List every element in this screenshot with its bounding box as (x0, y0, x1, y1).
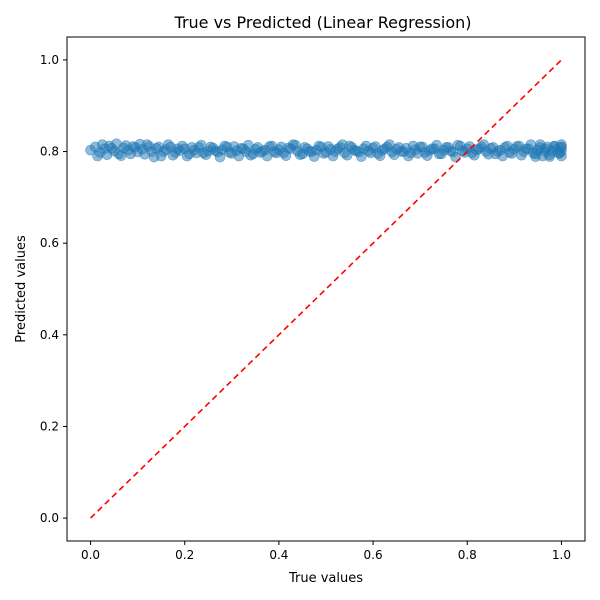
x-tick-label: 0.8 (458, 548, 477, 562)
scatter-point (431, 139, 442, 151)
scatter-point (200, 149, 212, 161)
y-tick-label: 0.4 (40, 328, 59, 342)
x-tick-label: 0.6 (364, 548, 383, 562)
scatter-point (497, 150, 508, 162)
y-tick-label: 0.8 (40, 145, 59, 159)
scatter-point (417, 141, 428, 153)
y-axis-ticks: 0.0 0.2 0.4 0.6 0.8 1.0 (40, 53, 67, 525)
scatter-point (384, 139, 395, 150)
scatter-point (261, 150, 273, 162)
scatter-point (370, 141, 381, 152)
scatter-point (556, 141, 567, 153)
scatter-point (403, 150, 414, 162)
scatter-point (111, 138, 122, 150)
scatter-point (134, 138, 146, 150)
scatter-point (275, 141, 287, 153)
x-axis-ticks: 0.0 0.2 0.4 0.6 0.8 1.0 (81, 541, 571, 562)
scatter-point (144, 141, 155, 152)
scatter-point (478, 139, 490, 150)
scatter-point (97, 139, 108, 150)
x-tick-label: 0.2 (175, 548, 194, 562)
plot-marks (85, 59, 567, 519)
scatter-point (323, 141, 334, 152)
x-axis-label: True values (288, 571, 363, 586)
scatter-point (115, 150, 127, 161)
scatter-point (214, 151, 226, 163)
scatter-point (308, 151, 320, 162)
scatter-point (162, 139, 174, 150)
y-tick-label: 0.6 (40, 236, 59, 250)
x-tick-label: 0.4 (269, 548, 288, 562)
plot-frame (66, 36, 586, 542)
scatter-point (228, 141, 240, 152)
scatter-point (148, 151, 160, 163)
y-axis-label: Predicted values (14, 235, 29, 343)
scatter-point (181, 150, 193, 162)
x-tick-label: 1.0 (552, 548, 571, 562)
y-tick-label: 0.0 (40, 511, 59, 525)
x-tick-label: 0.0 (81, 548, 100, 562)
scatter-point (92, 150, 103, 162)
scatter-point (243, 139, 254, 151)
scatter-point (511, 141, 523, 152)
scatter-point (290, 139, 301, 151)
chart-title: True vs Predicted (Linear Regression) (174, 13, 472, 32)
y-tick-label: 0.2 (40, 419, 59, 433)
scatter-point (356, 151, 367, 162)
scatter-point (177, 140, 188, 152)
scatter-point (341, 149, 353, 161)
scatter-point (337, 139, 348, 150)
y-tick-label: 1.0 (40, 53, 59, 67)
scatter-point (525, 139, 537, 150)
identity-reference-line (89, 59, 563, 519)
scatter-point (195, 139, 207, 151)
scatter-point (544, 151, 555, 162)
